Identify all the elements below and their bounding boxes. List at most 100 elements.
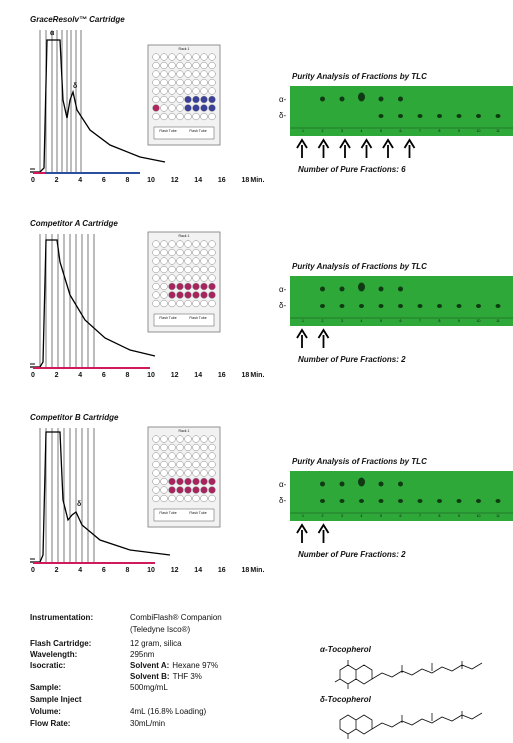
rack-well <box>176 486 184 494</box>
chromatogram <box>30 431 171 563</box>
lane-label: 8 <box>439 319 441 323</box>
rack-well <box>184 477 192 486</box>
rack-well <box>176 282 184 291</box>
rack-well <box>200 274 208 282</box>
rack-well <box>168 104 176 112</box>
rack-well <box>200 70 208 78</box>
rack-well <box>208 282 216 291</box>
rack-well <box>176 265 184 274</box>
rack-well <box>208 435 216 443</box>
lane-label: 8 <box>439 129 441 133</box>
condition-value: CombiFlash® Companion <box>130 613 222 622</box>
rack-header: Flash Tube <box>159 511 176 515</box>
rack-well <box>184 257 192 265</box>
rack-well <box>192 87 200 95</box>
x-tick-label: 14 <box>194 177 202 184</box>
x-tick-label: 12 <box>171 177 179 184</box>
condition-key: Solvent B: <box>130 672 170 681</box>
x-tick-label: 16 <box>218 177 226 184</box>
rack-title: Rack 1 <box>179 47 190 51</box>
molecule-delta <box>339 711 483 739</box>
rack-well <box>168 435 176 443</box>
rack-well <box>208 443 216 452</box>
rack-well <box>152 95 160 104</box>
rack-well <box>176 78 184 87</box>
x-tick-label: 18 <box>242 372 250 379</box>
rack-well <box>192 469 200 477</box>
rack-well <box>176 469 184 477</box>
rack-well <box>208 61 216 70</box>
lane-label: 11 <box>496 129 500 133</box>
rack-well <box>192 61 200 70</box>
rack-well <box>184 291 192 299</box>
rack-well <box>176 70 184 78</box>
spot <box>495 114 501 118</box>
rack-table <box>153 508 215 522</box>
rack-header: Flash Tube <box>189 316 206 320</box>
lane-label: 4 <box>361 319 363 323</box>
lane-label: 5 <box>380 319 382 323</box>
rack-well <box>168 282 176 291</box>
spot <box>456 304 462 308</box>
x-tick-label: 14 <box>194 567 202 574</box>
x-tick-label: 4 <box>78 567 82 574</box>
structure-name: α-Tocopherol <box>320 645 372 654</box>
rack-well <box>192 257 200 265</box>
condition-value: 30mL/min <box>130 719 165 728</box>
rack-well <box>200 112 208 121</box>
rack-well <box>152 460 160 469</box>
spot <box>456 499 462 503</box>
lane-label: 5 <box>380 514 382 518</box>
spot <box>417 304 423 308</box>
peak-label: δ <box>73 83 77 90</box>
rack-well <box>200 282 208 291</box>
rack-well <box>152 435 160 443</box>
spot <box>476 304 481 308</box>
spot <box>378 96 384 102</box>
rack-well <box>152 477 160 486</box>
rack-well <box>184 240 192 248</box>
x-tick-label: 18 <box>242 177 250 184</box>
spot <box>339 96 345 102</box>
rack-well <box>152 87 160 95</box>
spot <box>359 499 364 503</box>
rack-well <box>168 477 176 486</box>
spot <box>320 481 325 487</box>
spot <box>437 304 442 308</box>
rack-well <box>152 299 160 308</box>
rack-well <box>192 265 200 274</box>
lane-label: 2 <box>322 514 324 518</box>
rack-well <box>168 248 176 257</box>
x-tick-label: 0 <box>31 567 35 574</box>
rack-well <box>184 112 192 121</box>
lane-label: 9 <box>458 319 460 323</box>
rack-well <box>168 452 176 460</box>
rack-table <box>153 126 215 140</box>
spot <box>378 481 384 487</box>
rack-well <box>176 87 184 95</box>
spot <box>358 92 365 102</box>
lane-label: 6 <box>400 129 402 133</box>
spot-label: α- <box>279 480 287 489</box>
rack-well <box>192 240 200 248</box>
arrow <box>360 138 373 158</box>
x-tick-label: 2 <box>55 372 59 379</box>
rack-well <box>152 112 160 121</box>
spot <box>495 304 501 308</box>
rack-well <box>152 469 160 477</box>
x-unit: Min. <box>250 177 264 184</box>
tlc-title: Purity Analysis of Fractions by TLC <box>292 72 427 81</box>
rack-well <box>152 240 160 248</box>
condition-label: Wavelength: <box>30 650 77 659</box>
rack-well <box>168 95 176 104</box>
lane-label: 1 <box>302 514 304 518</box>
rack-well <box>208 78 216 87</box>
rack-well <box>184 53 192 61</box>
condition-label: Volume: <box>30 707 61 716</box>
rack-well <box>152 265 160 274</box>
rack-well <box>192 53 200 61</box>
lane-label: 1 <box>302 319 304 323</box>
rack-well <box>176 257 184 265</box>
rack-well <box>192 282 200 291</box>
